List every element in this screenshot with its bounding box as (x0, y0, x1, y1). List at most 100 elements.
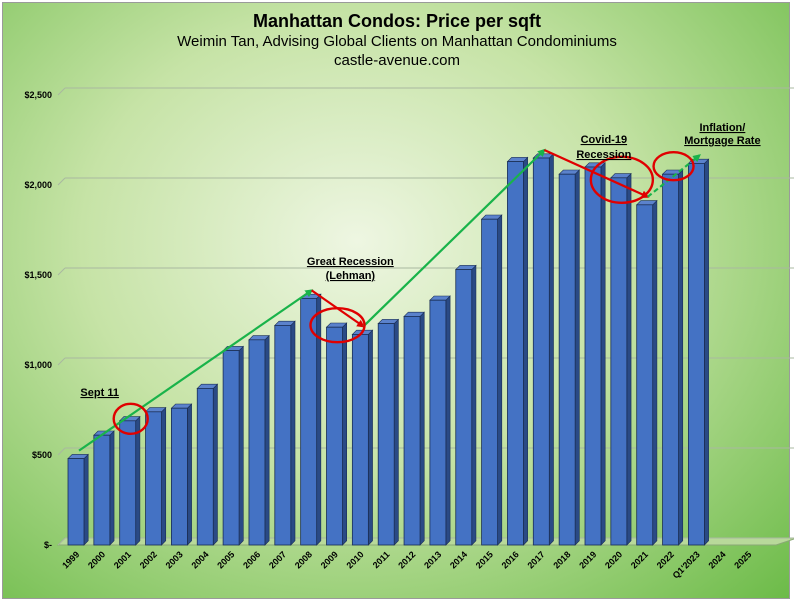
gridline-diag (57, 267, 66, 276)
y-tick-label: $2,500 (24, 90, 52, 100)
x-tick-label: 2002 (138, 549, 159, 570)
bar-side (393, 318, 399, 546)
x-tick-label: 2014 (448, 549, 469, 570)
bar-side (548, 153, 554, 546)
bar (532, 157, 550, 546)
event-circle (652, 150, 695, 182)
bar (636, 204, 654, 546)
x-tick-label: 2020 (603, 549, 624, 570)
bar (584, 166, 602, 546)
gridline-diag (57, 87, 66, 96)
bar-side (523, 156, 528, 546)
floor-plane (56, 537, 794, 546)
gridline-diag (57, 447, 66, 456)
x-tick-label: 2016 (500, 549, 521, 570)
x-tick-label: 2013 (422, 549, 443, 570)
gridline-diag (57, 357, 66, 366)
bar (196, 387, 214, 546)
x-tick-label: 2008 (293, 549, 314, 570)
bar (662, 173, 679, 546)
bar (67, 458, 85, 546)
bar (481, 218, 499, 546)
chart-title: Manhattan Condos: Price per sqft (252, 11, 542, 31)
y-tick-label: $500 (32, 450, 52, 460)
annotation-label: (Lehman) (326, 270, 376, 282)
bar-side (238, 345, 244, 546)
gridline-diag (57, 537, 66, 546)
x-tick-label: 2018 (551, 549, 572, 570)
bar-side (161, 406, 167, 546)
x-tick-label: 2006 (241, 549, 262, 570)
x-tick-label: 2010 (345, 549, 366, 570)
annotation-label: Covid-19 (581, 134, 627, 146)
bar-side (135, 415, 141, 546)
bar-side (471, 264, 477, 546)
bar-side (419, 311, 425, 546)
trend-arrow-down (543, 148, 650, 198)
bar-side (445, 295, 451, 546)
x-tick-label: 2009 (319, 549, 340, 570)
y-tick-label: $2,000 (24, 180, 52, 190)
bar (351, 333, 369, 546)
annotation-label: Recession (576, 149, 631, 161)
bar-side (212, 383, 218, 546)
bar (507, 161, 524, 546)
annotation-label: Mortgage Rate (684, 135, 760, 147)
annotation-overlay: Sept 11 Great Recession (Lehman) Covid-19 Re… (78, 122, 761, 452)
x-tick-label: 2015 (474, 549, 495, 570)
bar-side (316, 293, 322, 546)
x-tick-label: 2017 (525, 549, 546, 570)
trend-arrow-up (362, 148, 546, 328)
bar (403, 315, 421, 546)
x-axis-ticks: 1999 2000 2001 2002 2003 2004 2005 2006 2007 2008… (60, 549, 753, 580)
bar-side (264, 334, 270, 546)
x-tick-label: 2019 (577, 549, 598, 570)
bar-side (368, 329, 373, 546)
chart-titles: Manhattan Condos: Price per sqft Weimin … (0, 10, 794, 70)
bar-side (109, 430, 115, 546)
bar-side (600, 162, 606, 546)
bar-side (187, 403, 192, 546)
x-tick-label: 2022 (655, 549, 676, 570)
bar-side (704, 158, 709, 546)
y-axis-ticks: $- $500 $1,000 $1,500 $2,000 $2,500 (24, 90, 52, 550)
gridline-diag (57, 177, 66, 186)
bar (688, 162, 705, 546)
x-tick-label: 2011 (371, 549, 392, 570)
y-tick-label: $- (44, 540, 52, 550)
x-tick-label: 2025 (732, 549, 753, 570)
x-tick-label: 2003 (164, 549, 185, 570)
bar (145, 411, 162, 546)
bar-side (497, 214, 503, 546)
bar (326, 326, 343, 546)
event-circle (309, 307, 366, 344)
x-tick-label: 2021 (629, 549, 650, 570)
gridlines (57, 87, 794, 546)
bar (610, 177, 628, 546)
bar (377, 323, 395, 546)
x-tick-label: 2024 (706, 549, 727, 570)
bar (300, 297, 318, 546)
bar-side (574, 169, 580, 546)
bar (222, 350, 240, 546)
y-tick-label: $1,500 (24, 270, 52, 280)
bar-side (652, 199, 658, 546)
x-tick-label: 1999 (60, 549, 81, 570)
x-tick-label: 2012 (396, 549, 417, 570)
chart-subtitle: Weimin Tan, Advising Global Clients on M… (177, 33, 617, 50)
annotation-label: Sept 11 (80, 387, 119, 399)
bar (455, 269, 473, 546)
annotation-label: Great Recession (307, 256, 394, 268)
event-circle (589, 155, 655, 205)
bar-side (83, 453, 89, 546)
annotation-label: Inflation/ (699, 122, 745, 134)
event-circle (112, 402, 149, 435)
bar (93, 434, 111, 546)
trend-arrow-up (78, 289, 314, 452)
bar (170, 407, 188, 546)
trend-arrow-up (647, 154, 701, 198)
bars (67, 153, 710, 546)
x-tick-label: 2001 (112, 549, 133, 570)
bar (119, 420, 137, 546)
